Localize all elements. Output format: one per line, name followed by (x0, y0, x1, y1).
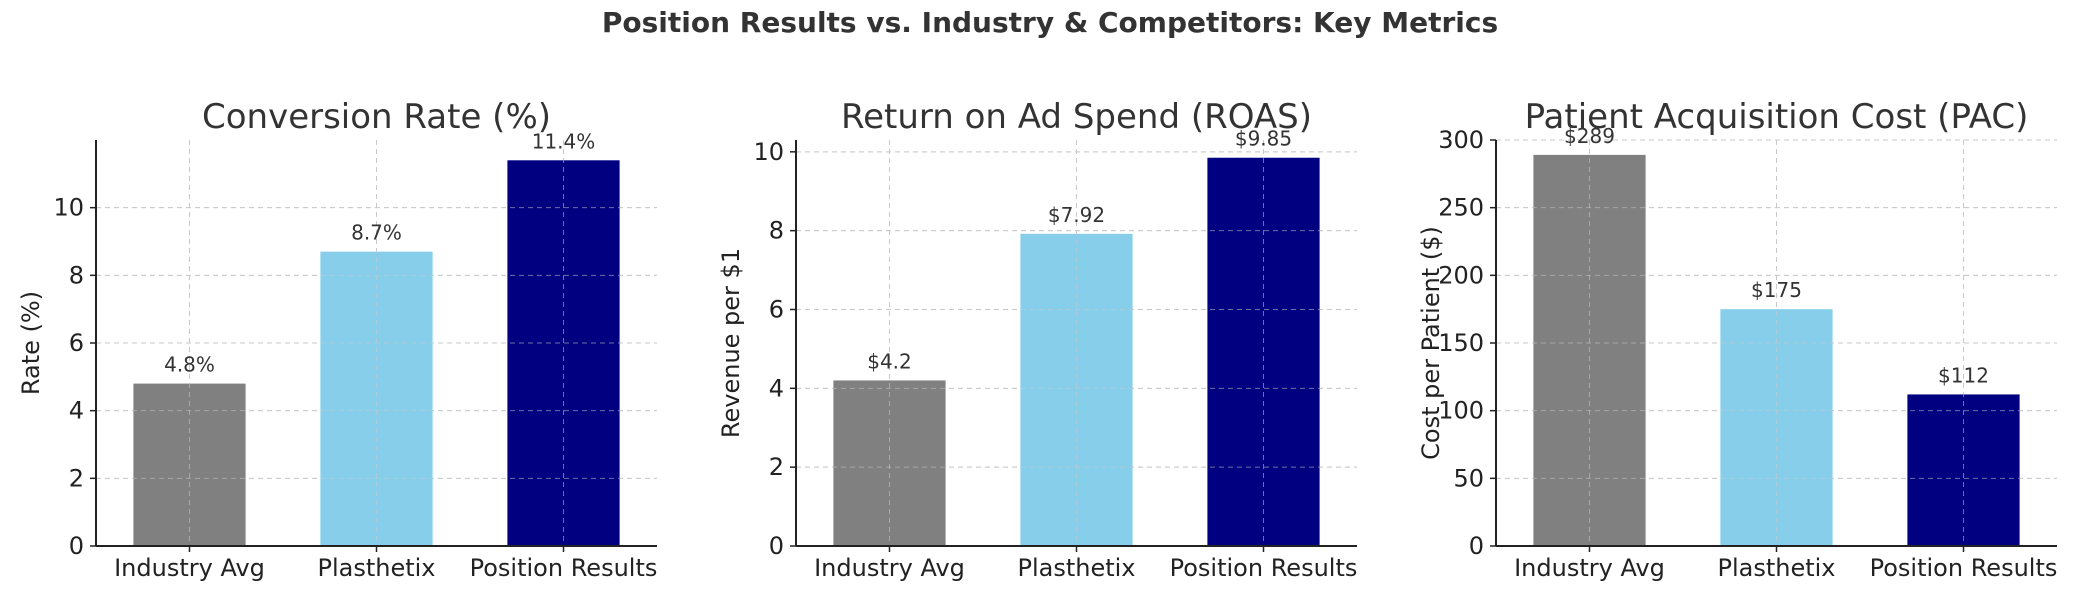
roas-ylabel: Revenue per $1 (717, 248, 745, 438)
conversion-rate-value-label: 8.7% (351, 221, 402, 245)
pac-y-tick-label: 0 (1469, 532, 1484, 560)
chart-roas: $4.2 $7.92 $9.85 0 2 4 6 8 10 Industry Avg Plasthe… (717, 97, 1357, 582)
pac-title: Patient Acquisition Cost (PAC) (1525, 97, 2029, 137)
roas-title: Return on Ad Spend (ROAS) (841, 97, 1312, 137)
pac-value-label: $289 (1564, 124, 1615, 148)
chart-pac: $289 $175 $112 0 50 100 150 200 250 300 Industry A… (1417, 97, 2057, 582)
conversion-rate-x-tick-label: Position Results (470, 554, 658, 582)
roas-y-tick-label: 8 (769, 217, 784, 245)
conversion-rate-bar-position-results (507, 160, 620, 547)
roas-value-label: $9.85 (1235, 127, 1292, 151)
figure-title: Position Results vs. Industry & Competit… (601, 6, 1499, 39)
conversion-rate-y-tick-label: 10 (53, 194, 84, 222)
conversion-rate-y-tick-label: 6 (69, 329, 84, 357)
pac-y-tick-label: 300 (1438, 126, 1484, 154)
pac-value-label: $175 (1751, 278, 1802, 302)
roas-bar-plasthetix (1020, 233, 1133, 546)
conversion-rate-x-tick-label: Industry Avg (114, 554, 265, 582)
pac-y-tick-label: 200 (1438, 261, 1484, 289)
roas-y-tick-label: 2 (769, 453, 784, 481)
conversion-rate-y-tick-label: 2 (69, 464, 84, 492)
pac-bar-position-results (1907, 394, 2020, 546)
roas-y-tick-label: 0 (769, 532, 784, 560)
pac-x-tick-label: Position Results (1870, 554, 2058, 582)
roas-value-label: $4.2 (867, 349, 912, 373)
pac-y-tick-label: 250 (1438, 194, 1484, 222)
roas-x-tick-label: Industry Avg (814, 554, 965, 582)
pac-value-label: $112 (1938, 363, 1989, 387)
conversion-rate-x-tick-label: Plasthetix (317, 554, 435, 582)
conversion-rate-value-label: 4.8% (164, 353, 215, 377)
chart-conversion-rate: 4.8% 8.7% 11.4% 0 2 4 6 8 10 Industry Avg Plasthet… (17, 97, 657, 582)
conversion-rate-y-tick-label: 4 (69, 397, 84, 425)
roas-y-tick-label: 4 (769, 374, 784, 402)
roas-y-tick-label: 10 (753, 138, 784, 166)
pac-x-tick-label: Industry Avg (1514, 554, 1665, 582)
pac-y-tick-label: 50 (1453, 464, 1484, 492)
pac-ylabel: Cost per Patient ($) (1417, 226, 1445, 460)
pac-x-tick-label: Plasthetix (1717, 554, 1835, 582)
conversion-rate-bar-plasthetix (320, 251, 433, 546)
roas-y-tick-label: 6 (769, 295, 784, 323)
conversion-rate-ylabel: Rate (%) (17, 291, 45, 395)
conversion-rate-y-tick-label: 0 (69, 532, 84, 560)
pac-y-tick-label: 150 (1438, 329, 1484, 357)
roas-x-tick-label: Plasthetix (1017, 554, 1135, 582)
roas-x-tick-label: Position Results (1170, 554, 1358, 582)
roas-value-label: $7.92 (1048, 203, 1105, 227)
conversion-rate-y-tick-label: 8 (69, 261, 84, 289)
conversion-rate-value-label: 11.4% (532, 129, 596, 153)
conversion-rate-title: Conversion Rate (%) (202, 97, 551, 137)
pac-y-tick-label: 100 (1438, 397, 1484, 425)
